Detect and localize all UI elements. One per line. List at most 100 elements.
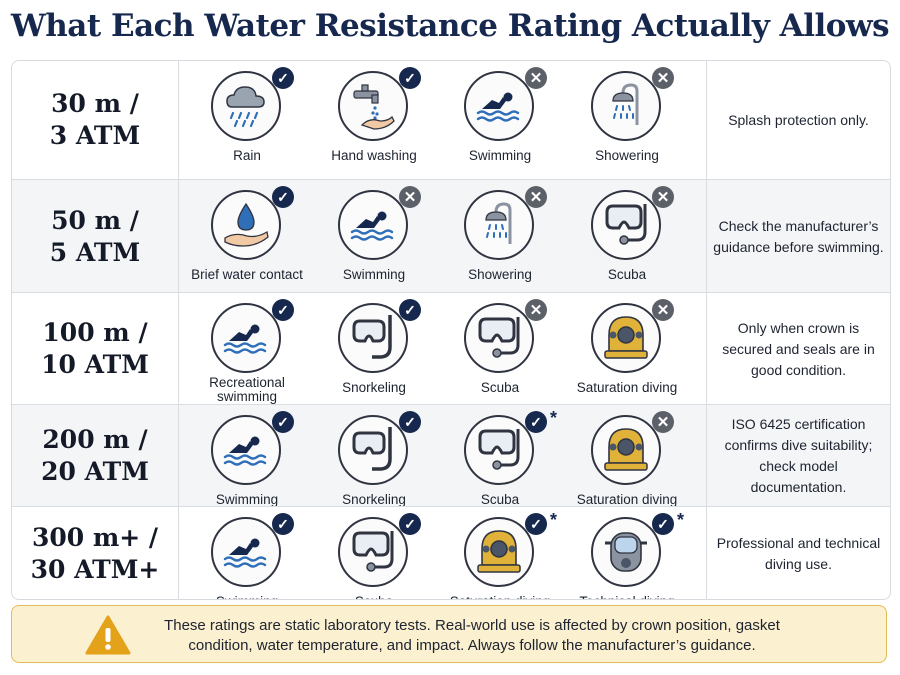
rating-note: Only when crown is secured and seals are… (706, 293, 890, 405)
asterisk-icon: * (677, 510, 685, 530)
check-icon: ✓ (652, 513, 674, 535)
activity-label: Scuba (607, 267, 647, 282)
activity-label: Showering (468, 267, 532, 282)
rating-note: Splash protection only. (706, 61, 890, 179)
check-icon: ✓ (272, 186, 294, 208)
activity-cell: ✕ Showering (564, 61, 690, 179)
cross-icon: ✕ (652, 186, 674, 208)
check-icon: ✓ (525, 513, 547, 535)
warning-banner: These ratings are static laboratory test… (11, 605, 887, 663)
activity-cell: ✓* Technical diving (564, 507, 690, 600)
rating-label: 200 m / 20 ATM (12, 405, 179, 507)
warning-triangle-icon (84, 614, 132, 661)
check-icon: ✓ (525, 411, 547, 433)
rating-note: Check the manufacturer’s guidance before… (706, 180, 890, 293)
activity-label: Swimming (215, 492, 279, 507)
activity-cell: ✓ Hand washing (311, 61, 437, 179)
asterisk-icon: * (550, 408, 558, 428)
activity-cell: ✓ Recreational swimming (184, 293, 310, 405)
check-icon: ✓ (272, 67, 294, 89)
faucet-hand-icon (338, 71, 408, 141)
activity-cell: ✓ Snorkeling (311, 405, 437, 507)
rain-cloud-icon (211, 71, 281, 141)
cross-icon: ✕ (525, 67, 547, 89)
ratings-table: 30 m / 3 ATM ✓ Rain ✓ Hand washing ✕ Swimmi… (11, 60, 891, 600)
activity-cell: ✕ Swimming (437, 61, 563, 179)
snorkel-icon (338, 415, 408, 485)
cross-icon: ✕ (525, 299, 547, 321)
activity-cell: ✓ Rain (184, 61, 310, 179)
activity-label: Recreational swimming (209, 375, 285, 404)
activity-label: Swimming (342, 267, 406, 282)
activity-label: Saturation diving (576, 492, 678, 507)
check-icon: ✓ (399, 299, 421, 321)
asterisk-icon: * (550, 510, 558, 530)
activity-label: Scuba (480, 380, 520, 395)
activity-cell: ✕ Scuba (437, 293, 563, 405)
snorkel-icon (338, 303, 408, 373)
check-icon: ✓ (399, 513, 421, 535)
activity-label: Saturation diving (576, 380, 678, 395)
rating-row: 300 m+ / 30 ATM+ ✓Swimming ✓Scuba ✓*Satu… (12, 506, 890, 600)
full-face-mask-icon (591, 517, 661, 587)
diving-helmet-icon (464, 517, 534, 587)
check-icon: ✓ (399, 411, 421, 433)
check-icon: ✓ (272, 299, 294, 321)
scuba-mask-icon (464, 415, 534, 485)
activity-cell: ✕ Showering (437, 180, 563, 293)
cross-icon: ✕ (399, 186, 421, 208)
activity-cell: ✓ Brief water contact (184, 180, 310, 293)
check-icon: ✓ (272, 411, 294, 433)
rating-label: 50 m / 5 ATM (12, 180, 179, 293)
activity-cell: ✕ Swimming (311, 180, 437, 293)
rating-row: 50 m / 5 ATM ✓ Brief water contact ✕ Swimm… (12, 179, 890, 293)
activity-cell: ✓ Scuba (311, 507, 437, 600)
rating-label: 30 m / 3 ATM (12, 61, 179, 179)
water-drop-hand-icon (211, 190, 281, 260)
cross-icon: ✕ (652, 67, 674, 89)
check-icon: ✓ (272, 513, 294, 535)
swimmer-icon (211, 415, 281, 485)
rating-row: 30 m / 3 ATM ✓ Rain ✓ Hand washing ✕ Swimmi… (12, 61, 890, 179)
activity-label: Brief water contact (191, 267, 303, 282)
activity-cell: ✓ * Scuba (437, 405, 563, 507)
swimmer-icon (211, 303, 281, 373)
rating-note: ISO 6425 certification confirms dive sui… (706, 405, 890, 507)
activity-label: Scuba (311, 595, 437, 600)
swimmer-icon (211, 517, 281, 587)
rating-label: 100 m / 10 ATM (12, 293, 179, 405)
activity-cell: ✕ Saturation diving (564, 405, 690, 507)
activity-cell: ✓ Snorkeling (311, 293, 437, 405)
activity-cell: ✓ Swimming (184, 507, 310, 600)
activity-label: Hand washing (331, 148, 417, 163)
check-icon: ✓ (399, 67, 421, 89)
shower-icon (464, 190, 534, 260)
activity-label: Swimming (184, 595, 310, 600)
activity-cell: ✕ Scuba (564, 180, 690, 293)
activity-label: Scuba (480, 492, 520, 507)
activity-label: Saturation diving (437, 595, 563, 600)
activity-label: Technical diving (564, 595, 690, 600)
diving-helmet-icon (591, 415, 661, 485)
scuba-mask-icon (464, 303, 534, 373)
warning-text: These ratings are static laboratory test… (164, 617, 780, 654)
rating-note: Professional and technical diving use. (706, 507, 890, 599)
activity-cell: ✓ Swimming (184, 405, 310, 507)
activity-label: Showering (595, 148, 659, 163)
shower-icon (591, 71, 661, 141)
activity-label: Swimming (468, 148, 532, 163)
swimmer-icon (338, 190, 408, 260)
activity-label: Rain (233, 148, 261, 163)
activity-cell: ✓* Saturation diving (437, 507, 563, 600)
rating-label: 300 m+ / 30 ATM+ (12, 507, 179, 599)
scuba-mask-icon (591, 190, 661, 260)
rating-row: 100 m / 10 ATM ✓ Recreational swimming ✓ S… (12, 292, 890, 405)
cross-icon: ✕ (525, 186, 547, 208)
swimmer-icon (464, 71, 534, 141)
activity-label: Snorkeling (342, 380, 406, 395)
cross-icon: ✕ (652, 299, 674, 321)
cross-icon: ✕ (652, 411, 674, 433)
rating-row: 200 m / 20 ATM ✓ Swimming ✓ Snorkeling ✓ * S… (12, 404, 890, 507)
page-title: What Each Water Resistance Rating Actual… (10, 8, 890, 44)
activity-cell: ✕ Saturation diving (564, 293, 690, 405)
